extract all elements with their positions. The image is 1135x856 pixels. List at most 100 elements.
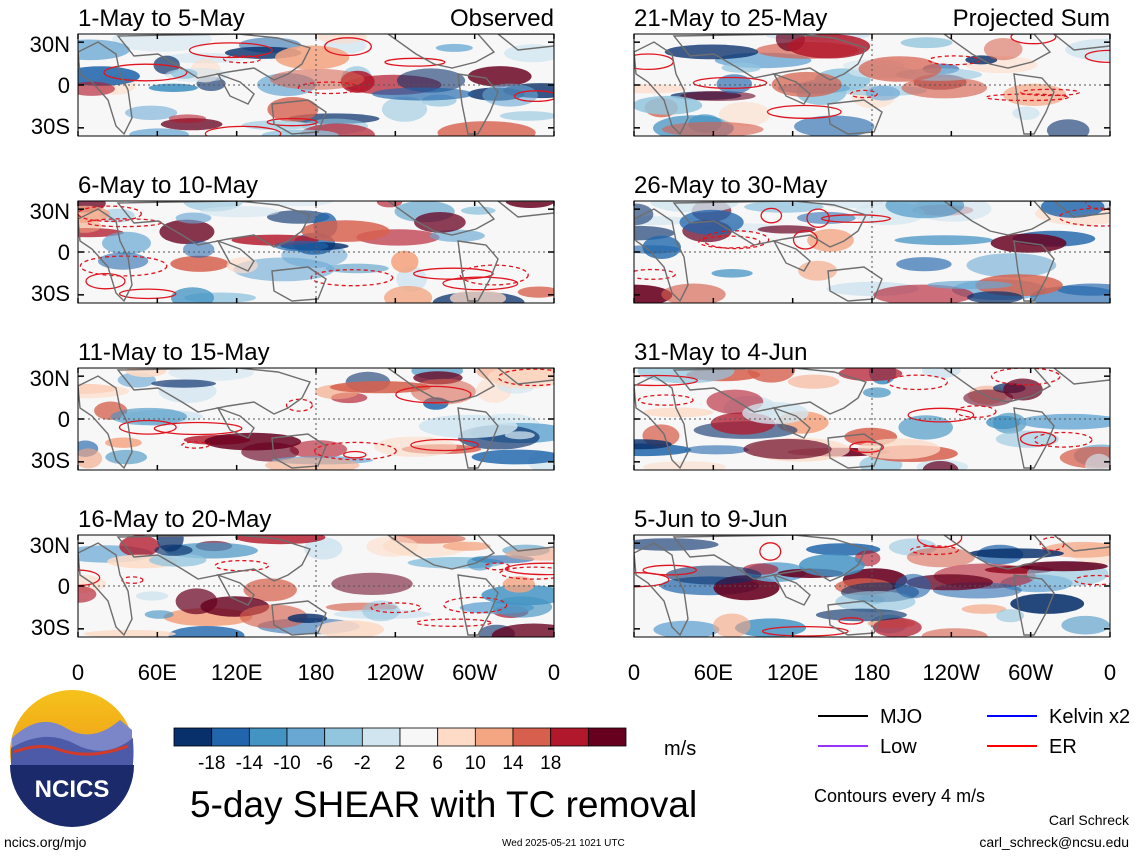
shear-cell bbox=[171, 68, 198, 79]
er-contour bbox=[297, 81, 361, 95]
er-contour bbox=[118, 419, 177, 435]
y-tick-label: 30N bbox=[30, 199, 70, 224]
er-contour bbox=[384, 57, 446, 67]
shear-cell bbox=[414, 212, 466, 233]
coastline bbox=[772, 406, 811, 439]
panel-title: 5-Jun to 9-Jun bbox=[634, 506, 787, 533]
author: Carl Schreck bbox=[1048, 812, 1129, 828]
er-contour bbox=[766, 104, 842, 119]
shear-cell bbox=[265, 457, 360, 470]
shear-cell bbox=[491, 623, 554, 637]
er-contour bbox=[442, 276, 519, 291]
panel-0-1: 6-May to 10-May 30N 0 30S bbox=[30, 172, 555, 306]
shear-cell bbox=[504, 431, 535, 440]
shear-cell bbox=[653, 620, 720, 637]
shear-cell bbox=[835, 591, 916, 613]
shear-cell bbox=[900, 37, 953, 49]
er-contour bbox=[395, 385, 472, 404]
shear-cell bbox=[1057, 283, 1110, 296]
er-contour bbox=[459, 264, 529, 286]
colorbar-swatch bbox=[248, 727, 288, 747]
shear-cell bbox=[384, 285, 433, 303]
er-contour bbox=[214, 559, 270, 572]
coastline bbox=[271, 266, 327, 302]
colorbar-tick-label: -6 bbox=[316, 753, 333, 774]
y-tick-label: 30S bbox=[31, 615, 70, 640]
shear-cell bbox=[83, 629, 176, 637]
shear-cell bbox=[895, 573, 931, 599]
shear-cell bbox=[154, 544, 193, 556]
shear-cell bbox=[634, 538, 719, 551]
shear-cell bbox=[168, 368, 254, 382]
colorbar-tick-label: 6 bbox=[432, 753, 443, 774]
shear-cell bbox=[502, 576, 535, 593]
coastline bbox=[496, 201, 554, 218]
er-contour bbox=[324, 37, 372, 57]
shear-cell bbox=[661, 283, 726, 303]
shear-cell bbox=[1019, 561, 1108, 572]
er-contour bbox=[497, 368, 554, 387]
er-contour bbox=[181, 441, 210, 449]
colorbar-swatch bbox=[173, 727, 213, 747]
shear-cell bbox=[471, 449, 554, 465]
shear-cell bbox=[304, 537, 343, 560]
shear-cell bbox=[504, 44, 554, 63]
er-contour bbox=[223, 55, 261, 64]
panel-title: 31-May to 4-Jun bbox=[634, 339, 807, 366]
coastline bbox=[386, 201, 496, 236]
shear-cell bbox=[517, 286, 554, 298]
source-url[interactable]: ncics.org/mjo bbox=[4, 834, 87, 850]
colorbar-tick-label: 2 bbox=[395, 753, 406, 774]
coastline bbox=[1052, 535, 1110, 552]
shear-cell bbox=[684, 445, 749, 455]
shear-cell bbox=[966, 253, 1057, 278]
colorbar-tick-label: 18 bbox=[540, 753, 561, 774]
shear-cell bbox=[175, 212, 212, 224]
coastline bbox=[1013, 574, 1055, 636]
er-contour bbox=[838, 617, 864, 625]
shear-cell bbox=[170, 287, 215, 303]
ncics-logo: NCICS bbox=[10, 690, 134, 827]
shear-cell bbox=[661, 121, 764, 136]
shear-cell bbox=[442, 541, 491, 551]
shear-cell bbox=[963, 389, 1014, 407]
shear-cell bbox=[858, 56, 942, 82]
shear-cell bbox=[78, 448, 103, 469]
shear-cell bbox=[98, 252, 149, 270]
shear-cell bbox=[125, 105, 178, 121]
panel-title: 16-May to 20-May bbox=[78, 506, 271, 533]
shear-cell bbox=[650, 201, 739, 213]
x-tick-label: 60E bbox=[138, 660, 177, 685]
shear-cell bbox=[711, 269, 753, 278]
shear-cell bbox=[634, 84, 687, 94]
shear-cell bbox=[78, 39, 130, 61]
shear-cell bbox=[243, 578, 297, 602]
legend-label: Low bbox=[880, 736, 917, 758]
shear-cell bbox=[261, 129, 339, 136]
colorbar-swatch bbox=[437, 727, 476, 747]
coastline bbox=[386, 535, 496, 570]
er-contour bbox=[103, 63, 188, 82]
shear-cell bbox=[168, 114, 207, 123]
shear-cell bbox=[78, 81, 115, 96]
shear-cell bbox=[961, 604, 1007, 614]
coastline bbox=[116, 368, 311, 415]
legend-label: ER bbox=[1049, 736, 1077, 758]
x-tick-label: 60W bbox=[1008, 660, 1053, 685]
shear-cell bbox=[331, 572, 413, 595]
shear-cell bbox=[437, 121, 536, 136]
shear-cell bbox=[492, 596, 553, 618]
y-tick-label: 0 bbox=[58, 240, 70, 265]
author-email[interactable]: carl_schreck@ncsu.edu bbox=[979, 834, 1129, 850]
coastline bbox=[457, 407, 499, 469]
er-contour bbox=[634, 268, 676, 280]
shear-cell bbox=[885, 201, 965, 219]
er-contour bbox=[692, 76, 768, 89]
shear-cell bbox=[865, 85, 901, 101]
shear-cell bbox=[634, 439, 672, 450]
shear-cell bbox=[742, 402, 809, 425]
coastline bbox=[457, 240, 499, 302]
shear-cell bbox=[1012, 106, 1040, 121]
shear-cell bbox=[381, 96, 428, 122]
shear-cell bbox=[226, 257, 258, 274]
